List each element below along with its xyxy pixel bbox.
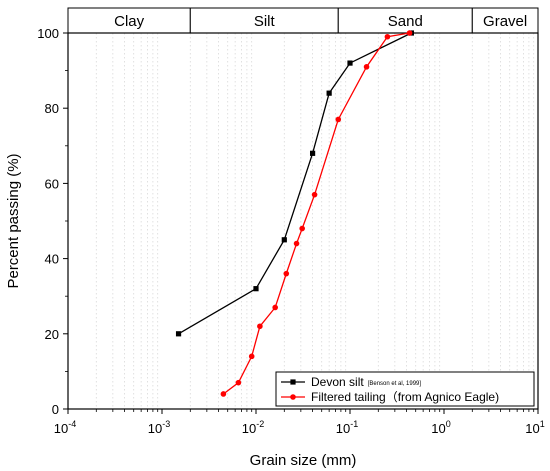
soil-class-label: Gravel: [483, 13, 527, 30]
data-point: [220, 391, 227, 397]
data-point: [290, 379, 296, 385]
y-axis-ticks: 0 20 40 60 80 100: [37, 26, 68, 417]
soil-class-label: Silt: [254, 13, 276, 30]
data-series: [175, 30, 415, 397]
data-point: [290, 394, 296, 400]
y-tick-label: 20: [45, 327, 59, 342]
data-point: [281, 237, 287, 243]
data-point: [326, 90, 332, 96]
x-tick-label: 10-1: [336, 419, 358, 436]
y-tick-label: 0: [52, 402, 59, 417]
data-point: [309, 150, 316, 156]
x-tick-label: 10-3: [148, 419, 170, 436]
soil-class-bands: Clay Silt Sand Gravel: [67, 7, 539, 34]
series-group: [175, 30, 415, 337]
data-point: [299, 225, 305, 232]
series-line: [178, 32, 412, 335]
soil-class-label: Sand: [388, 13, 423, 30]
data-point: [257, 323, 263, 330]
data-point: [347, 60, 353, 66]
legend-box: [275, 371, 535, 407]
data-point: [363, 64, 370, 70]
plot-frame: [67, 32, 539, 410]
legend: Devon silt [Benson et al, 1999]Filtered t…: [275, 371, 535, 407]
data-point: [235, 379, 242, 386]
y-tick-label: 60: [45, 176, 59, 191]
legend-label: Filtered tailing（from Agnico Eagle): [311, 390, 499, 404]
x-tick-label: 100: [431, 419, 450, 436]
soil-class-band: [471, 7, 539, 34]
data-point: [248, 353, 255, 360]
data-point: [272, 304, 278, 311]
x-axis-ticks: 10-4 10-3 10-2 10-1 100 101: [54, 409, 545, 436]
soil-class-label: Clay: [114, 13, 145, 30]
data-point: [175, 331, 182, 337]
soil-class-band: [189, 7, 339, 34]
data-point: [406, 30, 413, 36]
minor-grid: [95, 33, 535, 409]
data-point: [293, 240, 300, 247]
data-point: [384, 33, 391, 40]
y-tick-label: 80: [45, 101, 59, 116]
data-point: [253, 286, 259, 292]
data-point: [335, 116, 342, 123]
y-axis-title: Percent passing (%): [5, 153, 22, 288]
x-tick-label: 10-4: [54, 419, 76, 436]
data-point: [283, 270, 290, 277]
series-group: [220, 30, 413, 397]
x-tick-label: 10-2: [242, 419, 264, 436]
y-tick-label: 100: [37, 26, 59, 41]
x-tick-label: 101: [525, 419, 544, 436]
plot-area-border: [67, 32, 539, 410]
y-tick-label: 40: [45, 252, 59, 267]
data-point: [311, 191, 318, 198]
x-axis-title: Grain size (mm): [250, 452, 357, 469]
